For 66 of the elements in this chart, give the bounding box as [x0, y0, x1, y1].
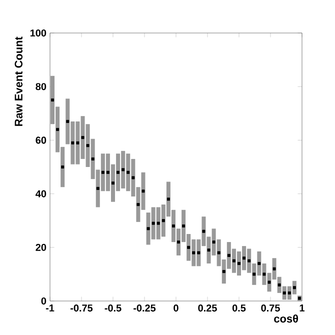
x-tick-label: 1 — [300, 304, 304, 312]
point — [146, 227, 150, 230]
point — [268, 280, 271, 284]
point — [202, 230, 206, 233]
point — [288, 291, 291, 294]
point — [217, 251, 220, 254]
point — [162, 219, 165, 222]
point — [132, 176, 135, 180]
x-tick-label: -0.5 — [104, 304, 122, 312]
point — [136, 203, 140, 206]
point — [182, 224, 186, 228]
y-tick-label: 20 — [36, 244, 46, 251]
point — [222, 270, 226, 274]
point — [197, 251, 200, 254]
point — [187, 246, 190, 249]
point — [292, 286, 296, 290]
point — [91, 157, 94, 160]
point — [177, 240, 180, 244]
y-tick-label: 100 — [30, 29, 46, 37]
point — [56, 128, 60, 131]
point — [192, 251, 196, 254]
point — [252, 272, 256, 276]
point — [248, 259, 251, 262]
point — [126, 170, 130, 174]
point — [86, 144, 90, 148]
point — [278, 283, 281, 286]
point — [101, 170, 104, 174]
point — [106, 170, 110, 174]
x-tick-label: -1 — [46, 304, 54, 312]
point — [212, 240, 216, 244]
y-tick-label: 40 — [36, 190, 46, 198]
point — [258, 262, 261, 265]
y-tick-label: 60 — [36, 136, 46, 144]
y-axis-title: Raw Event Count — [14, 36, 22, 126]
point — [81, 136, 84, 140]
x-tick-label: -0.75 — [70, 304, 93, 312]
point — [156, 222, 160, 225]
x-tick-label: 0.5 — [232, 304, 246, 312]
point — [238, 262, 240, 265]
x-axis-title: cosθ — [274, 314, 298, 323]
x-tick-label: -0.25 — [134, 304, 156, 312]
point — [227, 254, 230, 257]
point — [122, 168, 125, 172]
point — [282, 291, 286, 294]
point — [207, 248, 210, 252]
point — [152, 222, 155, 225]
y-tick-label: 0 — [41, 297, 46, 305]
point — [116, 170, 120, 174]
point — [142, 190, 145, 193]
point — [172, 224, 175, 228]
point — [166, 198, 170, 201]
point — [71, 141, 74, 144]
point — [51, 98, 54, 102]
point — [96, 186, 100, 190]
y-tick-label: 80 — [36, 83, 46, 90]
x-tick-label: 0 — [174, 304, 178, 312]
point — [61, 166, 64, 168]
point — [232, 259, 236, 262]
point — [242, 256, 246, 260]
point — [272, 267, 276, 270]
point — [66, 120, 70, 123]
point — [112, 182, 114, 185]
x-tick-label: 0.75 — [261, 304, 280, 312]
point — [262, 272, 266, 276]
x-tick-label: 0.25 — [198, 304, 217, 312]
point — [76, 141, 80, 144]
